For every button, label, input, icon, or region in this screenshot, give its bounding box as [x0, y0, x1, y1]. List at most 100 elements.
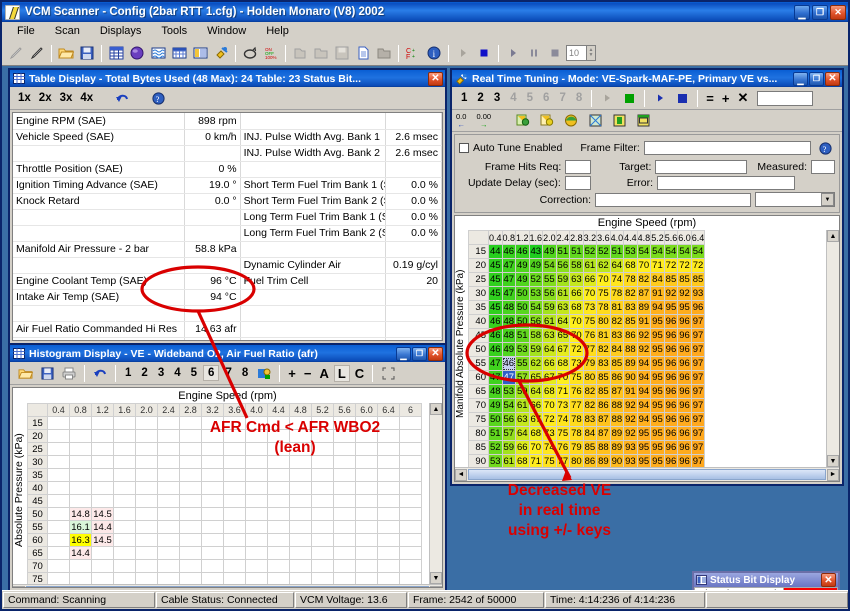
- histogram-vscrollbar[interactable]: ▲ ▼: [429, 403, 442, 584]
- histogram-cell[interactable]: [311, 520, 334, 534]
- scroll-up-button[interactable]: ▲: [827, 230, 839, 242]
- ve-cell[interactable]: 75: [542, 454, 557, 467]
- histogram-cell[interactable]: [245, 455, 268, 469]
- histogram-cell[interactable]: [47, 494, 70, 508]
- histogram-minus-button[interactable]: −: [303, 365, 312, 381]
- ve-cell[interactable]: 74: [555, 412, 571, 427]
- ve-vscrollbar[interactable]: ▲ ▼: [826, 230, 839, 467]
- satellite-icon[interactable]: [211, 43, 231, 63]
- ve-cell[interactable]: 78: [569, 426, 584, 441]
- histogram-cell[interactable]: [399, 546, 422, 560]
- histogram-cell[interactable]: [311, 481, 334, 495]
- histogram-col-header[interactable]: 1.2: [91, 403, 114, 417]
- ve-cell[interactable]: 85: [623, 314, 638, 329]
- ve-cell[interactable]: 96: [663, 426, 679, 441]
- ve-cell[interactable]: 96: [677, 426, 692, 441]
- ve-cell[interactable]: 53: [488, 454, 503, 467]
- ve-cell[interactable]: 96: [677, 440, 692, 455]
- histogram-cell[interactable]: [289, 533, 312, 547]
- undo-icon[interactable]: [112, 88, 132, 108]
- ve-cell[interactable]: 76: [555, 440, 571, 455]
- histogram-row-header[interactable]: 30: [27, 455, 48, 469]
- ve-cell[interactable]: 95: [650, 342, 665, 357]
- ve-cell[interactable]: 48: [501, 328, 517, 343]
- histogram-cell[interactable]: [311, 429, 334, 443]
- histogram-cell[interactable]: [355, 416, 378, 430]
- ve-cell[interactable]: 86: [582, 454, 598, 467]
- histogram-cell[interactable]: [47, 429, 70, 443]
- ve-cell[interactable]: 63: [569, 272, 584, 287]
- ve-cell[interactable]: 82: [636, 272, 652, 287]
- histogram-cell[interactable]: [201, 481, 224, 495]
- ve-cell[interactable]: 46: [488, 328, 503, 343]
- histogram-cell[interactable]: [245, 468, 268, 482]
- rtt-tab-5[interactable]: 5: [526, 92, 534, 104]
- histogram-cell[interactable]: [289, 546, 312, 560]
- histogram-cell[interactable]: [333, 416, 356, 430]
- histogram-cell[interactable]: [377, 442, 400, 456]
- histogram-cell[interactable]: [245, 520, 268, 534]
- ve-cell[interactable]: 97: [690, 370, 706, 385]
- ve-cell[interactable]: 47: [501, 286, 517, 301]
- ve-cell[interactable]: 95: [677, 300, 692, 315]
- histogram-row-header[interactable]: 75: [27, 572, 48, 584]
- histogram-cell[interactable]: [201, 572, 224, 584]
- histogram-cell[interactable]: [311, 494, 334, 508]
- ve-cell[interactable]: 75: [596, 286, 611, 301]
- histogram-cell[interactable]: [69, 416, 92, 430]
- ve-col-header[interactable]: 4.8: [636, 230, 652, 245]
- pencil-grey-icon[interactable]: [6, 43, 26, 63]
- histogram-cell[interactable]: [201, 533, 224, 547]
- ve-col-header[interactable]: 5.2: [650, 230, 665, 245]
- ve-cell[interactable]: 70: [636, 258, 652, 273]
- histogram-cell[interactable]: [113, 546, 136, 560]
- histogram-cell[interactable]: [201, 507, 224, 521]
- histogram-cell[interactable]: [289, 559, 312, 573]
- ve-cell[interactable]: 88: [596, 440, 611, 455]
- update-delay-input[interactable]: [564, 176, 591, 190]
- ve-cell[interactable]: 84: [650, 272, 665, 287]
- paste-yellow-icon[interactable]: [537, 111, 557, 131]
- ve-cell[interactable]: 52: [596, 244, 611, 259]
- ve-cell[interactable]: 51: [569, 244, 584, 259]
- histogram-cell[interactable]: [399, 507, 422, 521]
- ve-cell[interactable]: 65: [528, 370, 544, 385]
- table-row[interactable]: Air Fuel Ratio Commanded Hi Res 14.63 afr: [13, 321, 442, 338]
- ve-cell[interactable]: 49: [542, 244, 557, 259]
- histogram-cell[interactable]: [201, 429, 224, 443]
- undo-icon[interactable]: [90, 363, 110, 383]
- histogram-cell[interactable]: [91, 468, 114, 482]
- ve-cell[interactable]: 50: [515, 314, 530, 329]
- panel-icon[interactable]: [190, 43, 210, 63]
- histogram-cell[interactable]: [113, 416, 136, 430]
- ve-cell[interactable]: 73: [582, 300, 598, 315]
- histogram-col-header[interactable]: 0.4: [47, 403, 70, 417]
- config-icon[interactable]: [254, 363, 274, 383]
- rtt-value-input[interactable]: [757, 90, 814, 106]
- histogram-cell[interactable]: [179, 572, 202, 584]
- histogram-cell[interactable]: [91, 455, 114, 469]
- ve-row-header[interactable]: 25: [468, 272, 489, 287]
- ve-cell[interactable]: 71: [555, 384, 571, 399]
- histogram-cell[interactable]: [311, 416, 334, 430]
- ve-cell[interactable]: 70: [582, 286, 598, 301]
- histogram-col-header[interactable]: 5.2: [311, 403, 334, 417]
- ve-cell[interactable]: 61: [555, 286, 571, 301]
- rtt-maximize-button[interactable]: ❐: [809, 71, 824, 86]
- save-grey-icon[interactable]: [332, 43, 352, 63]
- menu-help[interactable]: Help: [266, 25, 289, 37]
- histogram-cell[interactable]: [355, 507, 378, 521]
- ve-cell[interactable]: 81: [609, 300, 625, 315]
- histogram-cell[interactable]: [201, 442, 224, 456]
- histogram-cell[interactable]: [69, 481, 92, 495]
- ve-col-header[interactable]: 5.6: [663, 230, 679, 245]
- histogram-cell[interactable]: [201, 520, 224, 534]
- histogram-cell[interactable]: [201, 494, 224, 508]
- histogram-cell[interactable]: [355, 546, 378, 560]
- histogram-cell[interactable]: [179, 429, 202, 443]
- ve-cell[interactable]: 54: [677, 244, 692, 259]
- menu-displays[interactable]: Displays: [99, 25, 142, 37]
- histogram-cell[interactable]: [157, 559, 180, 573]
- ve-cell[interactable]: 89: [596, 454, 611, 467]
- frame-hits-input[interactable]: [565, 160, 592, 174]
